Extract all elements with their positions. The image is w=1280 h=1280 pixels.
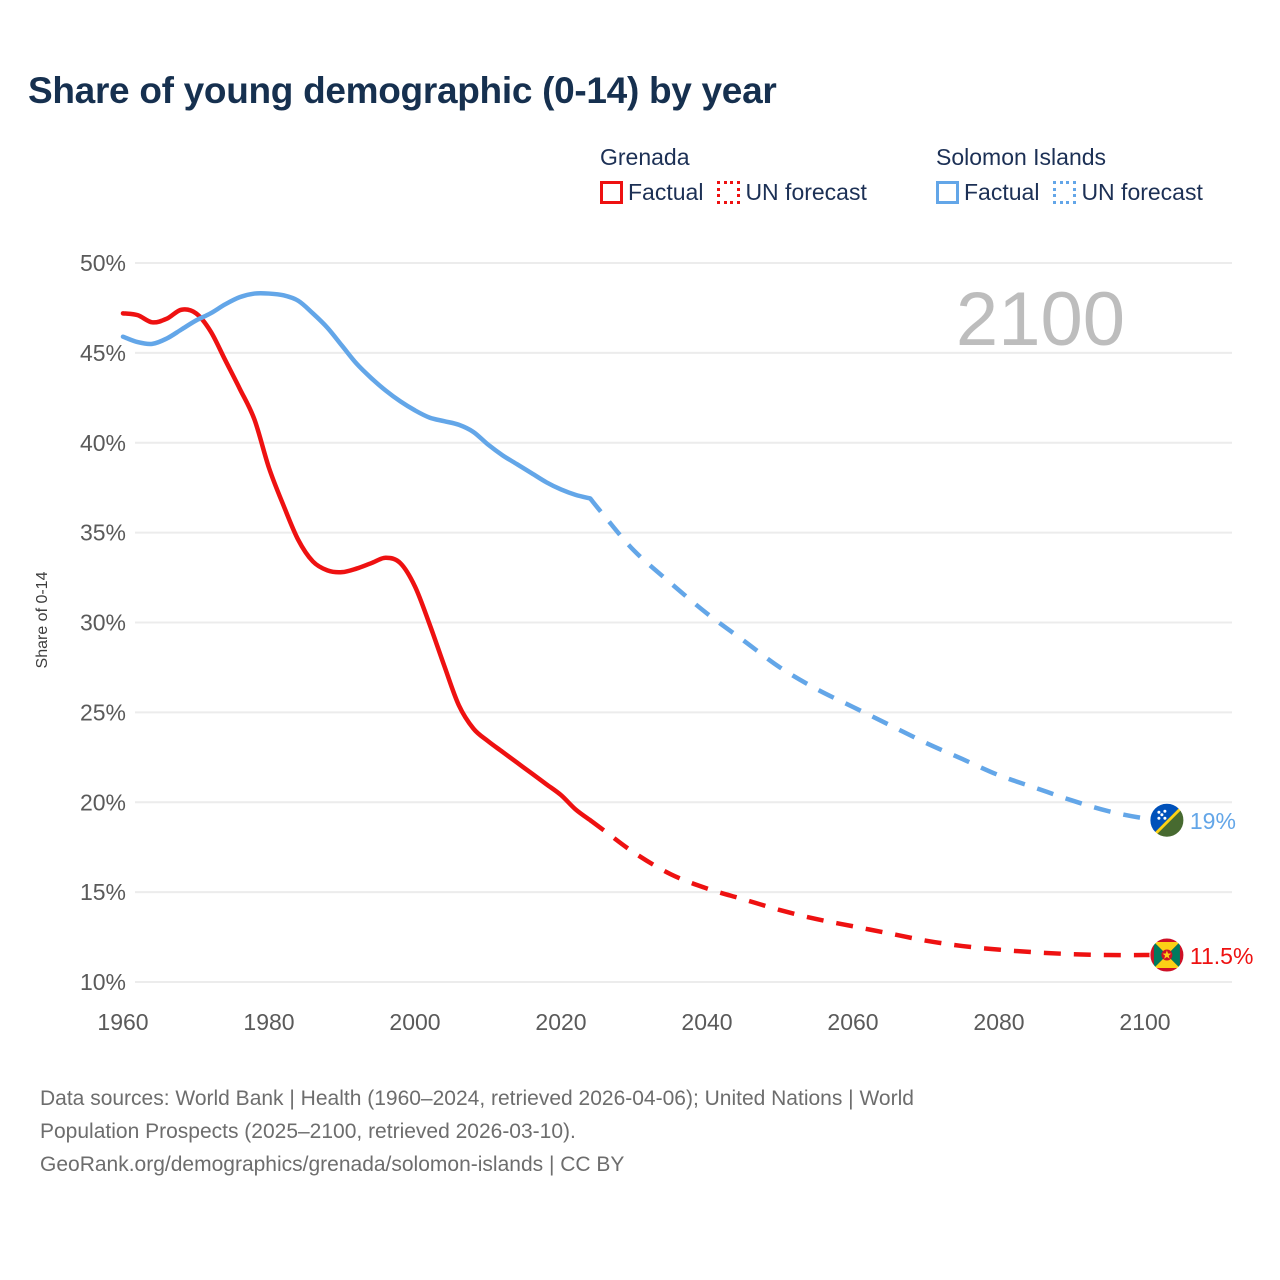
footer-line-1: Data sources: World Bank | Health (1960–… (40, 1087, 914, 1110)
legend-country-grenada: Grenada (600, 144, 690, 170)
solomon-flag-icon (1149, 802, 1185, 838)
x-tick-label: 2000 (389, 1009, 440, 1035)
footer-line-2: Population Prospects (2025–2100, retriev… (40, 1120, 576, 1143)
legend-item-grenada-forecast[interactable]: UN forecast (717, 179, 867, 206)
legend-group-solomon-islands: Solomon Islands Factual UN forecast (936, 144, 1203, 206)
legend-item-solomon-forecast[interactable]: UN forecast (1053, 179, 1203, 206)
legend-item-solomon-factual[interactable]: Factual (936, 179, 1039, 206)
x-tick-label: 1980 (243, 1009, 294, 1035)
x-tick-label: 2040 (681, 1009, 732, 1035)
y-tick-label: 30% (80, 610, 126, 636)
y-tick-label: 25% (80, 699, 126, 725)
legend-swatch-dotted-red-icon (717, 181, 741, 204)
legend-swatch-solid-blue-icon (936, 181, 959, 204)
x-tick-label: 2060 (827, 1009, 878, 1035)
series-grenada (120, 307, 1167, 958)
end-markers: 11.5% 19% (1149, 802, 1254, 973)
x-tick-label: 2100 (1119, 1009, 1170, 1035)
legend-label-solomon-factual: Factual (964, 179, 1040, 205)
chart-legend: Grenada Factual UN forecast Solomon Isla… (600, 144, 1260, 224)
y-tick-label: 15% (80, 879, 126, 905)
legend-swatch-solid-red-icon (600, 181, 623, 204)
line-un-forecast (588, 818, 1167, 958)
line-un-forecast (588, 497, 1168, 823)
legend-label-grenada-forecast: UN forecast (745, 179, 867, 205)
end-value-label: 11.5% (1190, 943, 1254, 969)
legend-label-grenada-factual: Factual (628, 179, 704, 205)
y-tick-label: 35% (80, 520, 126, 546)
line-factual (120, 307, 593, 823)
y-tick-label: 40% (80, 430, 126, 456)
y-tick-label: 50% (80, 250, 126, 276)
gridlines (135, 262, 1232, 983)
footer-line-3[interactable]: GeoRank.org/demographics/grenada/solomon… (40, 1153, 625, 1176)
legend-label-solomon-forecast: UN forecast (1081, 179, 1203, 205)
footer-sources: Data sources: World Bank | Health (1960–… (40, 1082, 1240, 1181)
y-tick-label: 45% (80, 340, 126, 366)
series-solomon-islands (120, 290, 1168, 823)
end-value-label: 19% (1190, 808, 1236, 834)
y-tick-label: 20% (80, 789, 126, 815)
legend-group-grenada: Grenada Factual UN forecast (600, 144, 867, 206)
page-title: Share of young demographic (0-14) by yea… (28, 70, 777, 111)
legend-country-solomon-islands: Solomon Islands (936, 144, 1107, 170)
data-series (120, 290, 1168, 958)
line-factual (120, 290, 593, 501)
year-watermark: 2100 (956, 277, 1125, 362)
legend-item-grenada-factual[interactable]: Factual (600, 179, 703, 206)
x-tick-label: 2080 (973, 1009, 1024, 1035)
y-axis-ticks: 10% 15% 20% 25% 30% 35% 40% 45% 50% (80, 250, 126, 995)
grenada-flag-icon (1149, 937, 1185, 973)
x-tick-label: 2020 (535, 1009, 586, 1035)
x-tick-label: 1960 (97, 1009, 148, 1035)
y-axis-label: Share of 0-14 (34, 571, 51, 668)
x-axis-ticks: 1960 1980 2000 2020 2040 2060 2080 2100 (97, 1009, 1170, 1035)
y-tick-label: 10% (80, 969, 126, 995)
legend-swatch-dotted-blue-icon (1053, 181, 1077, 204)
